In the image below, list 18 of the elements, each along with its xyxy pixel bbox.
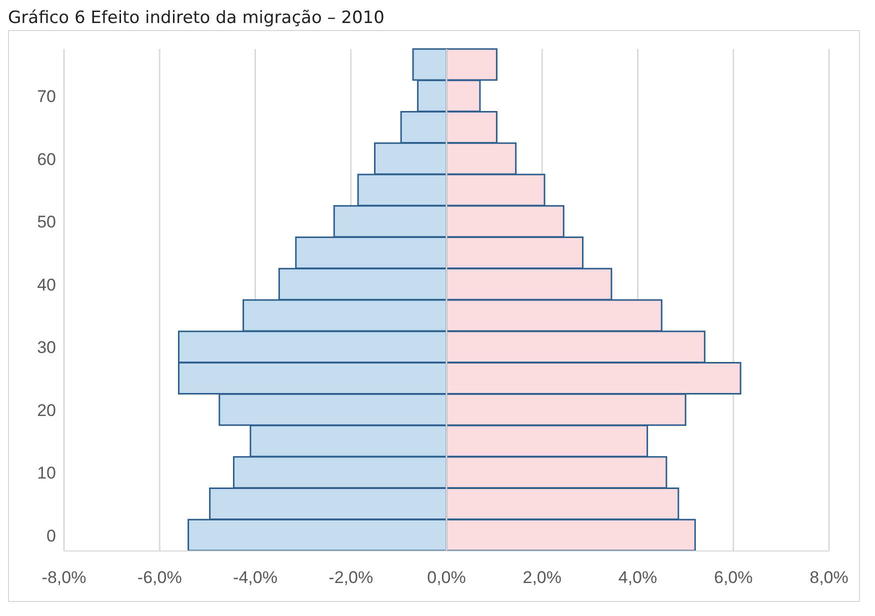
x-tick-label: -8,0%: [42, 568, 86, 588]
x-tick-label: 8,0%: [810, 568, 848, 588]
x-tick-label: -4,0%: [233, 568, 278, 588]
x-tick-label: -2,0%: [328, 568, 374, 588]
y-tick-label: 50: [37, 212, 56, 232]
y-tick-label: 20: [37, 400, 56, 420]
chart-title: Gráfico 6 Efeito indireto da migração – 2010: [8, 8, 386, 30]
y-tick-label: 40: [37, 275, 56, 294]
y-tick-label: 30: [37, 338, 56, 358]
y-tick-label: 60: [37, 150, 56, 169]
x-tick-label: 6,0%: [714, 568, 753, 588]
y-tick-label: 70: [37, 87, 56, 106]
y-tick-label: 0: [46, 526, 56, 546]
y-tick-label: 10: [37, 464, 56, 483]
x-tick-label: 2,0%: [522, 568, 562, 588]
x-tick-label: 4,0%: [618, 568, 658, 588]
x-tick-label: 0,0%: [427, 568, 466, 588]
x-tick-label: -6,0%: [137, 568, 182, 588]
